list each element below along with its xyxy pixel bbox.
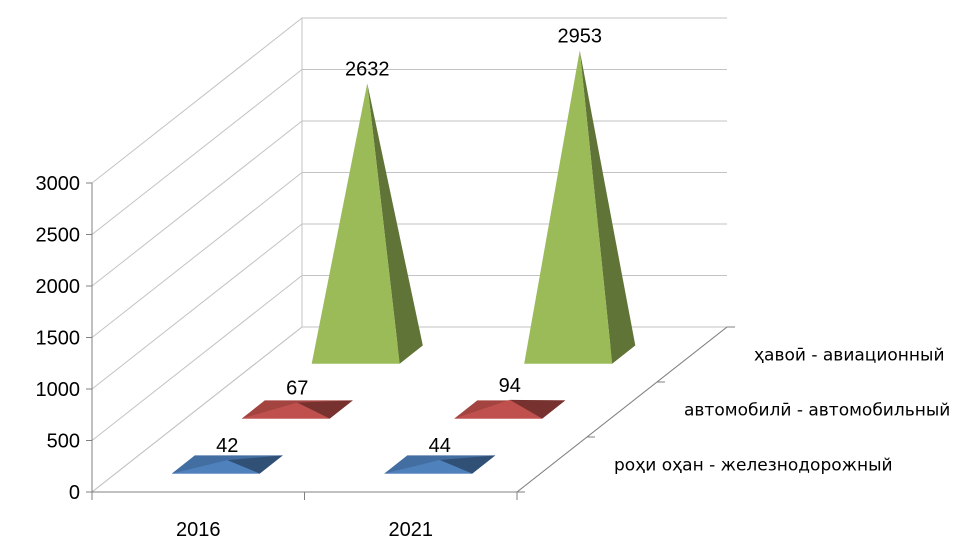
pyramid-front-face [311, 83, 400, 364]
x-category-label: 2016 [176, 519, 221, 538]
pyramid-mark [524, 50, 636, 364]
pyramid-front-face [241, 402, 330, 419]
pyramid-front-face [171, 460, 260, 474]
x-category-label: 2021 [389, 519, 434, 538]
series-label: роҳи оҳан - железнодорожный [614, 456, 893, 476]
y-tick-label: 2000 [36, 276, 81, 298]
pyramid-front-face [524, 50, 613, 364]
pyramid-front-face [384, 459, 473, 474]
chart-labels: 0 500 1000 1500 2000 2500 3000 2016 2021 роҳи оҳа… [36, 25, 951, 538]
data-label: 2953 [558, 25, 603, 47]
pyramid-side-face [227, 455, 283, 474]
pyramid-mark [454, 399, 566, 419]
pyramid-mark [171, 455, 283, 474]
data-label: 67 [286, 378, 308, 400]
y-tick-label: 500 [47, 431, 80, 453]
data-label: 44 [429, 435, 451, 457]
data-label: 42 [216, 435, 238, 457]
gridline [91, 17, 727, 184]
gridline [91, 69, 727, 235]
series-label: автомобилӣ - автомобильный [684, 401, 950, 421]
pyramid-mark [241, 400, 353, 419]
pyramid-mark [311, 83, 423, 364]
y-tick-label: 3000 [36, 173, 81, 195]
gridline [91, 120, 727, 287]
pyramid-side-face [509, 399, 566, 419]
axes [86, 182, 735, 500]
pyramid-side-face [439, 455, 496, 474]
depth-axis-line [516, 326, 728, 493]
y-tick-label: 1500 [36, 328, 81, 350]
y-tick-label: 2500 [36, 225, 81, 247]
pyramid-front-face [454, 399, 543, 419]
pyramid-side-face [367, 83, 423, 364]
data-label: 2632 [345, 58, 390, 80]
pyramid-side-face [579, 50, 636, 364]
pyramid-side-face [297, 400, 353, 419]
y-tick-label: 0 [69, 482, 80, 504]
series-label: ҳавоӣ - авиационный [754, 346, 945, 366]
data-label: 94 [499, 375, 521, 397]
pyramid-mark [384, 455, 496, 474]
y-tick-label: 1000 [36, 379, 81, 401]
chart-marks [171, 50, 636, 474]
